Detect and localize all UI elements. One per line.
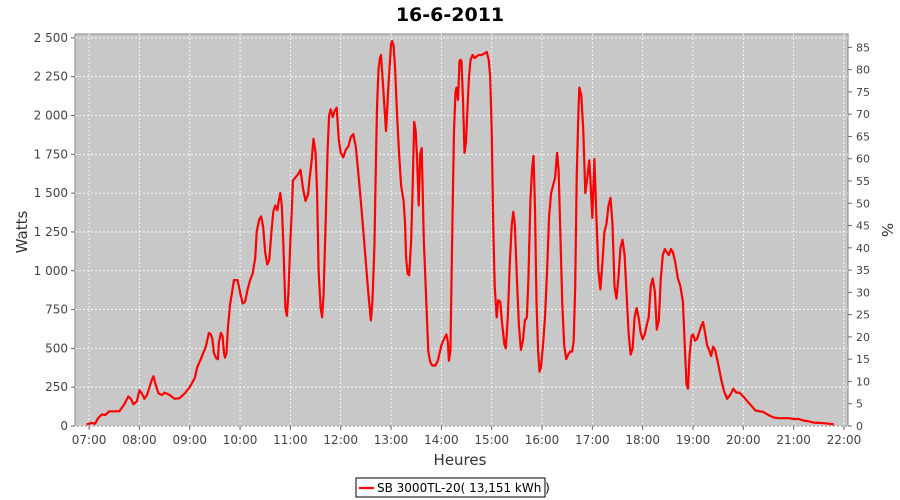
x-tick-label: 11:00 [273,433,308,447]
y-tick-label: 750 [45,303,68,317]
x-tick-label: 22:00 [827,433,862,447]
x-tick-label: 20:00 [726,433,761,447]
x-tick-label: 12:00 [323,433,358,447]
y-tick-label: 2 000 [34,109,68,123]
y2-axis-label: % [878,223,896,237]
y2-tick-label: 5 [856,398,863,411]
plot-area [74,33,849,427]
y2-tick-label: 10 [856,375,870,388]
y2-tick-label: 45 [856,220,870,233]
y-axis-right: 0 5 10 15 20 25 30 35 40 45 50 55 60 65 70 75 80 85 [848,41,870,433]
x-tick-label: 09:00 [172,433,207,447]
x-axis: 07:00 08:00 09:00 10:00 11:00 12:00 13:00 14:00… [72,426,861,447]
x-tick-label: 17:00 [575,433,610,447]
legend: SB 3000TL-20( 13,151 kWh ) [355,477,550,498]
x-tick-label: 07:00 [72,433,107,447]
x-tick-label: 21:00 [776,433,811,447]
legend-box [355,477,546,498]
gridlines [75,34,848,427]
y-tick-label: 2 250 [34,70,68,84]
y2-tick-label: 80 [856,64,870,77]
y-tick-label: 1 750 [34,147,68,161]
y2-tick-label: 0 [856,420,863,433]
x-tick-label: 08:00 [122,433,157,447]
y2-tick-label: 70 [856,108,870,121]
y2-tick-label: 75 [856,86,870,99]
x-tick-label: 16:00 [525,433,560,447]
y-tick-label: 1 500 [34,186,68,200]
y2-tick-label: 30 [856,286,870,299]
x-tick-label: 15:00 [474,433,509,447]
series-line [86,39,835,426]
x-tick-label: 10:00 [223,433,258,447]
y-axis-label: Watts [13,211,31,254]
y2-tick-label: 35 [856,264,870,277]
y2-tick-label: 60 [856,153,870,166]
y-tick-label: 2 500 [34,31,68,45]
x-axis-label: Heures [434,451,487,469]
y2-tick-label: 15 [856,353,870,366]
chart-title: 16-6-2011 [396,4,504,26]
y-tick-label: 500 [45,341,68,355]
x-tick-label: 14:00 [424,433,459,447]
y2-tick-label: 65 [856,130,870,143]
y-tick-label: 1 250 [34,225,68,239]
x-tick-label: 19:00 [676,433,711,447]
y2-tick-label: 55 [856,175,870,188]
x-tick-label: 18:00 [625,433,660,447]
y-axis-left: 0 250 500 750 1 000 1 250 1 500 1 750 2 000 2 250… [34,31,75,433]
y2-tick-label: 20 [856,331,870,344]
y2-tick-label: 40 [856,242,870,255]
y-tick-label: 250 [45,380,68,394]
y2-tick-label: 50 [856,197,870,210]
y2-tick-label: 25 [856,309,870,322]
y-tick-label: 0 [60,419,68,433]
x-tick-label: 13:00 [374,433,409,447]
y-tick-label: 1 000 [34,264,68,278]
y2-tick-label: 85 [856,41,870,54]
legend-label: SB 3000TL-20( 13,151 kWh ) [377,481,550,495]
